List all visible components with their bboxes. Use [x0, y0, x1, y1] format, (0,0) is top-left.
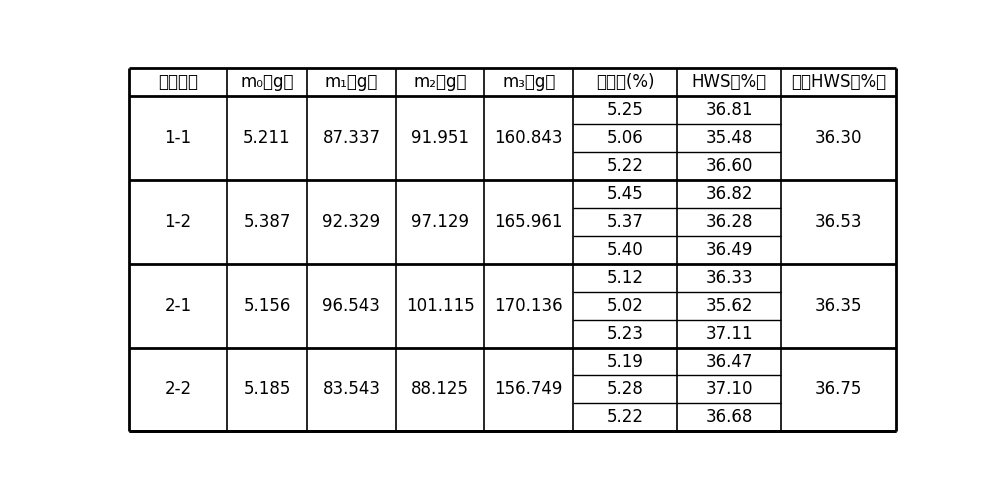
Text: m₁（g）: m₁（g） [325, 73, 378, 91]
Text: 5.37: 5.37 [607, 213, 643, 231]
Text: 36.47: 36.47 [705, 353, 753, 371]
Text: 83.543: 83.543 [322, 381, 380, 398]
Text: 36.28: 36.28 [705, 213, 753, 231]
Text: 5.211: 5.211 [243, 129, 291, 147]
Text: 36.49: 36.49 [705, 241, 753, 259]
Text: 92.329: 92.329 [322, 213, 380, 231]
Text: 36.68: 36.68 [705, 409, 753, 426]
Text: 88.125: 88.125 [411, 381, 469, 398]
Text: m₃（g）: m₃（g） [502, 73, 555, 91]
Text: 白利度(%): 白利度(%) [596, 73, 654, 91]
Text: m₂（g）: m₂（g） [413, 73, 467, 91]
Text: 1-1: 1-1 [164, 129, 191, 147]
Text: 156.749: 156.749 [495, 381, 563, 398]
Text: 5.02: 5.02 [607, 297, 643, 315]
Text: 5.185: 5.185 [243, 381, 291, 398]
Text: 5.22: 5.22 [607, 157, 644, 175]
Text: 5.28: 5.28 [607, 381, 643, 398]
Text: 2-2: 2-2 [164, 381, 191, 398]
Text: 5.06: 5.06 [607, 129, 643, 147]
Text: HWS（%）: HWS（%） [691, 73, 767, 91]
Text: 165.961: 165.961 [494, 213, 563, 231]
Text: 5.156: 5.156 [243, 297, 291, 315]
Text: 91.951: 91.951 [411, 129, 469, 147]
Text: 36.33: 36.33 [705, 269, 753, 287]
Text: 37.11: 37.11 [705, 325, 753, 343]
Text: 36.35: 36.35 [815, 297, 862, 315]
Text: 36.75: 36.75 [815, 381, 862, 398]
Text: 5.22: 5.22 [607, 409, 644, 426]
Text: 36.53: 36.53 [815, 213, 862, 231]
Text: m₀（g）: m₀（g） [240, 73, 294, 91]
Text: 5.19: 5.19 [607, 353, 643, 371]
Text: 1-2: 1-2 [164, 213, 191, 231]
Text: 35.48: 35.48 [705, 129, 753, 147]
Text: 5.40: 5.40 [607, 241, 643, 259]
Text: 36.30: 36.30 [815, 129, 862, 147]
Text: 5.25: 5.25 [607, 101, 643, 119]
Text: 平均HWS（%）: 平均HWS（%） [791, 73, 886, 91]
Text: 36.60: 36.60 [705, 157, 753, 175]
Text: 97.129: 97.129 [411, 213, 469, 231]
Text: 37.10: 37.10 [705, 381, 753, 398]
Text: 87.337: 87.337 [322, 129, 380, 147]
Text: 36.81: 36.81 [705, 101, 753, 119]
Text: 96.543: 96.543 [322, 297, 380, 315]
Text: 2-1: 2-1 [164, 297, 191, 315]
Text: 5.12: 5.12 [607, 269, 644, 287]
Text: 样品序号: 样品序号 [158, 73, 198, 91]
Text: 170.136: 170.136 [494, 297, 563, 315]
Text: 5.23: 5.23 [607, 325, 644, 343]
Text: 101.115: 101.115 [406, 297, 474, 315]
Text: 36.82: 36.82 [705, 185, 753, 203]
Text: 5.387: 5.387 [243, 213, 291, 231]
Text: 35.62: 35.62 [705, 297, 753, 315]
Text: 160.843: 160.843 [494, 129, 563, 147]
Text: 5.45: 5.45 [607, 185, 643, 203]
